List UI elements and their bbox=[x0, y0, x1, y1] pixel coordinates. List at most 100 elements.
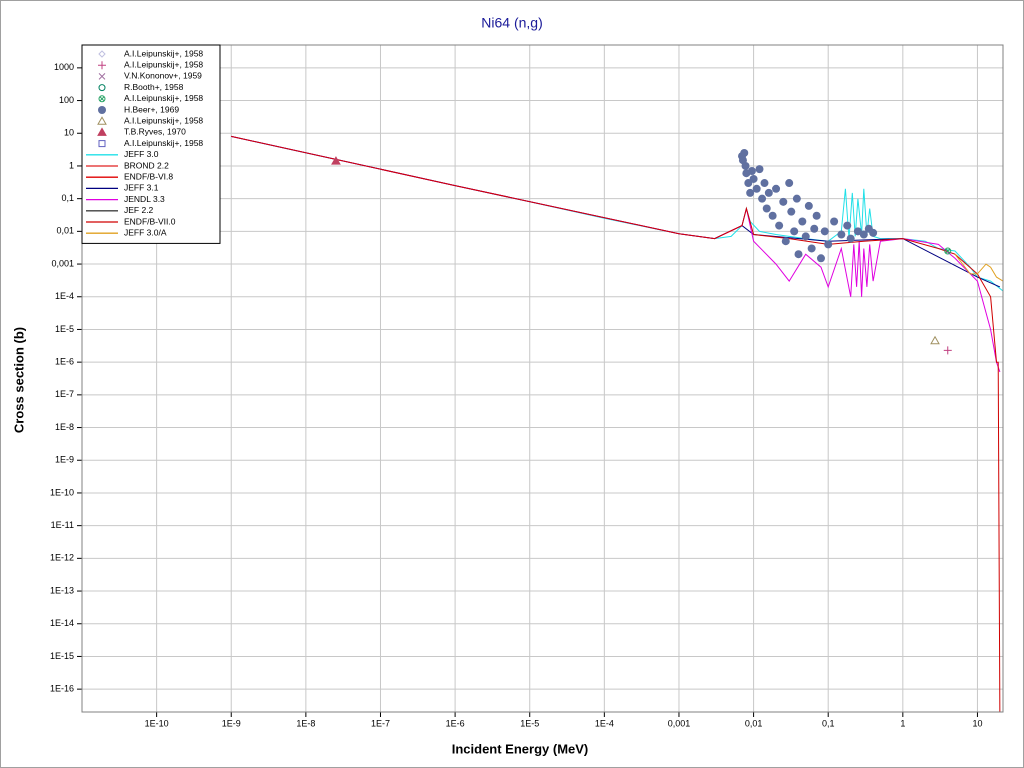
y-tick-label: 1E-6 bbox=[55, 357, 74, 367]
marker bbox=[790, 227, 799, 236]
marker bbox=[772, 184, 781, 193]
y-tick-label: 1E-10 bbox=[50, 487, 74, 497]
marker bbox=[859, 230, 868, 239]
marker bbox=[768, 211, 777, 220]
y-tick-label: 1000 bbox=[54, 62, 74, 72]
x-axis-title: Incident Energy (MeV) bbox=[452, 741, 589, 756]
x-tick-label: 1E-4 bbox=[595, 718, 614, 728]
marker bbox=[764, 188, 773, 197]
marker bbox=[785, 179, 794, 188]
marker bbox=[810, 224, 819, 233]
marker bbox=[824, 240, 833, 249]
marker bbox=[853, 227, 862, 236]
y-tick-label: 1E-16 bbox=[50, 684, 74, 694]
y-tick-label: 100 bbox=[59, 95, 74, 105]
y-tick-label: 1E-4 bbox=[55, 291, 74, 301]
marker bbox=[837, 230, 846, 239]
marker bbox=[843, 221, 852, 230]
marker bbox=[781, 237, 790, 246]
x-tick-label: 0,1 bbox=[822, 718, 835, 728]
y-tick-label: 1E-11 bbox=[51, 520, 74, 530]
marker bbox=[869, 228, 878, 237]
marker bbox=[798, 217, 807, 226]
legend-label: A.I.Leipunskij+, 1958 bbox=[124, 115, 203, 125]
marker bbox=[98, 73, 106, 80]
legend-label: A.I.Leipunskij+, 1958 bbox=[124, 59, 203, 69]
legend-label: T.B.Ryves, 1970 bbox=[124, 127, 186, 137]
y-tick-label: 0,001 bbox=[51, 258, 74, 268]
legend-label: JEF 2.2 bbox=[124, 205, 154, 215]
marker bbox=[755, 165, 764, 174]
marker bbox=[98, 95, 106, 103]
y-tick-label: 1E-9 bbox=[55, 455, 74, 465]
marker bbox=[98, 84, 106, 92]
marker bbox=[801, 232, 810, 241]
marker bbox=[97, 116, 107, 125]
x-tick-label: 1 bbox=[900, 718, 905, 728]
chart-title: Ni64 (n,g) bbox=[481, 15, 542, 31]
plot-area bbox=[82, 45, 1003, 712]
legend-label: BROND 2.2 bbox=[124, 160, 169, 170]
y-tick-label: 0,01 bbox=[56, 226, 74, 236]
legend-label: H.Beer+, 1969 bbox=[124, 104, 179, 114]
series-line bbox=[954, 253, 1003, 282]
y-tick-label: 1E-14 bbox=[50, 618, 74, 628]
marker bbox=[846, 234, 855, 243]
marker bbox=[792, 194, 801, 203]
y-tick-label: 10 bbox=[64, 128, 74, 138]
marker bbox=[794, 250, 803, 259]
marker bbox=[779, 197, 788, 206]
legend-label: JEFF 3.0 bbox=[124, 149, 159, 159]
x-tick-label: 0,001 bbox=[668, 718, 691, 728]
y-tick-label: 0,1 bbox=[61, 193, 74, 203]
marker bbox=[944, 247, 952, 255]
legend-label: JEFF 3.0/A bbox=[124, 227, 167, 237]
x-tick-label: 0,01 bbox=[745, 718, 763, 728]
marker bbox=[97, 127, 107, 136]
marker bbox=[830, 217, 839, 226]
marker bbox=[98, 50, 106, 58]
marker bbox=[760, 179, 769, 188]
y-axis-title: Cross section (b) bbox=[11, 327, 26, 433]
marker bbox=[775, 221, 784, 230]
x-tick-label: 1E-7 bbox=[371, 718, 390, 728]
x-tick-label: 1E-6 bbox=[446, 718, 465, 728]
marker bbox=[812, 211, 821, 220]
marker bbox=[98, 106, 106, 114]
legend-label: V.N.Kononov+, 1959 bbox=[124, 71, 202, 81]
legend-label: ENDF/B-VII.0 bbox=[124, 216, 176, 226]
legend-label: A.I.Leipunskij+, 1958 bbox=[124, 48, 203, 58]
y-tick-label: 1E-13 bbox=[50, 585, 74, 595]
legend-label: R.Booth+, 1958 bbox=[124, 82, 184, 92]
y-tick-label: 1E-15 bbox=[50, 651, 74, 661]
marker bbox=[943, 346, 952, 355]
legend-label: JEFF 3.1 bbox=[124, 183, 159, 193]
marker bbox=[820, 227, 829, 236]
y-tick-label: 1 bbox=[69, 160, 74, 170]
y-tick-label: 1E-7 bbox=[55, 389, 74, 399]
marker bbox=[98, 61, 106, 70]
marker bbox=[787, 207, 796, 216]
y-tick-label: 1E-8 bbox=[55, 422, 74, 432]
marker bbox=[930, 335, 940, 345]
marker bbox=[747, 167, 756, 176]
legend-label: ENDF/B-VI.8 bbox=[124, 171, 173, 181]
x-tick-label: 1E-5 bbox=[520, 718, 539, 728]
y-tick-label: 1E-12 bbox=[50, 553, 74, 563]
x-tick-label: 10 bbox=[972, 718, 982, 728]
legend-label: JENDL 3.3 bbox=[124, 194, 165, 204]
y-tick-label: 1E-5 bbox=[55, 324, 74, 334]
marker bbox=[758, 194, 767, 203]
marker bbox=[331, 156, 341, 165]
x-tick-label: 1E-10 bbox=[145, 718, 169, 728]
x-tick-label: 1E-8 bbox=[296, 718, 315, 728]
legend-label: A.I.Leipunskij+, 1958 bbox=[124, 93, 203, 103]
series-line bbox=[231, 135, 1001, 712]
plot-border bbox=[81, 44, 1004, 713]
marker bbox=[741, 161, 750, 170]
marker bbox=[98, 140, 106, 148]
x-tick-label: 1E-9 bbox=[222, 718, 241, 728]
marker bbox=[740, 148, 749, 157]
